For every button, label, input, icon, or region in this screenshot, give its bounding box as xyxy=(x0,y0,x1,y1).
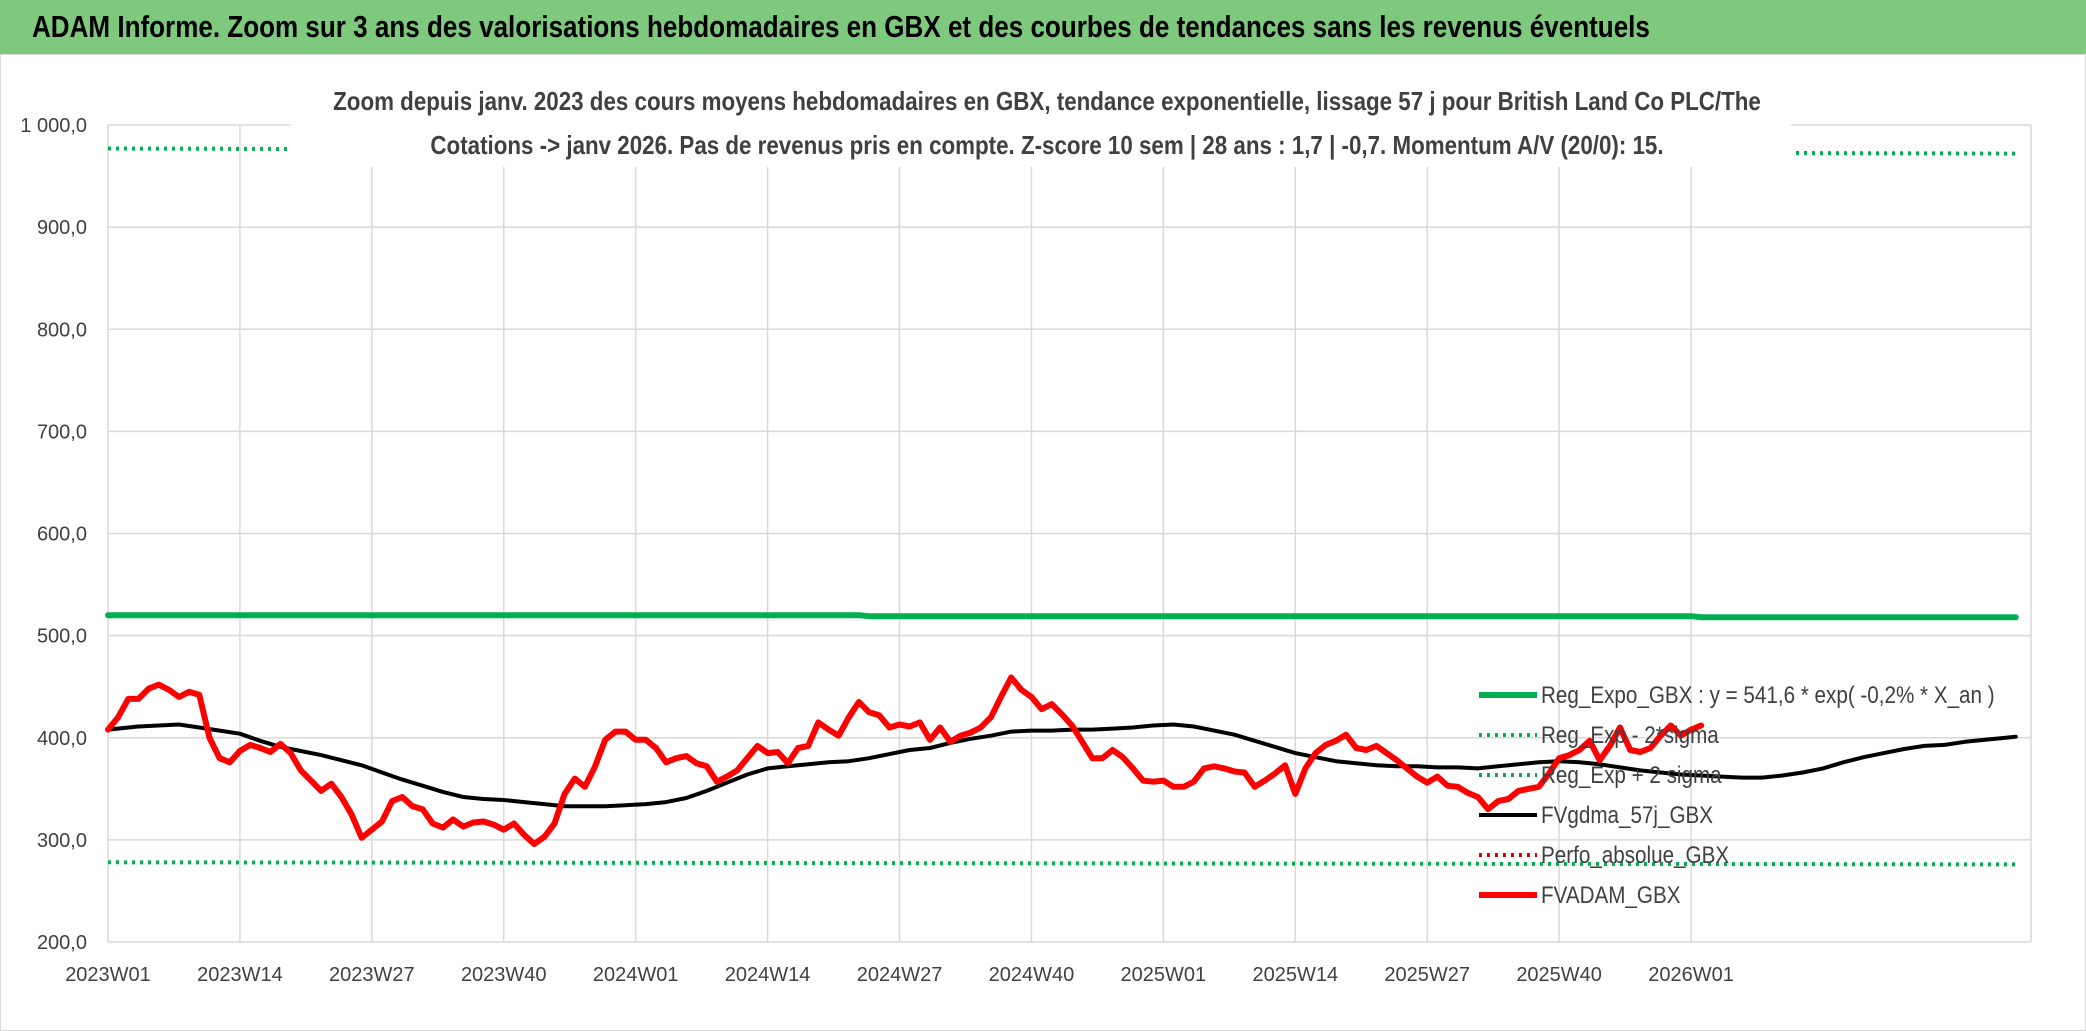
x-tick-label: 2024W14 xyxy=(725,964,811,986)
x-tick-label: 2025W14 xyxy=(1252,964,1338,986)
y-tick-label: 600,0 xyxy=(37,524,87,546)
legend-label: FVgdma_57j_GBX xyxy=(1541,802,1713,829)
legend-label: Reg_Exp - 2*sigma xyxy=(1541,722,1719,749)
y-tick-label: 200,0 xyxy=(37,932,87,954)
x-tick-label: 2025W40 xyxy=(1516,964,1602,986)
x-axis: 2023W01 2023W14 2023W27 2023W40 2024W01 2024W… xyxy=(65,964,1734,986)
y-axis: 200,0 300,0 400,0 500,0 600,0 700,0 800,0 900,0… xyxy=(20,115,87,954)
x-tick-label: 2023W01 xyxy=(65,964,151,986)
subtitle-background xyxy=(291,77,1791,167)
series-line xyxy=(105,674,1705,847)
y-tick-label: 400,0 xyxy=(37,728,87,750)
legend-label: FVADAM_GBX xyxy=(1541,882,1681,909)
legend-label: Reg_Exp + 2 sigma xyxy=(1541,762,1722,789)
y-tick-label: 900,0 xyxy=(37,217,87,239)
x-tick-label: 2026W01 xyxy=(1648,964,1734,986)
gridlines xyxy=(107,124,2032,943)
series-layer xyxy=(105,146,2019,867)
chart-area: 200,0 300,0 400,0 500,0 600,0 700,0 800,0 900,0… xyxy=(0,54,2086,1031)
legend-label: Perfo_absolue_GBX xyxy=(1541,842,1729,869)
x-tick-label: 2024W40 xyxy=(989,964,1075,986)
x-tick-label: 2025W01 xyxy=(1121,964,1207,986)
series-line xyxy=(105,612,2019,621)
chart-legend: Reg_Expo_GBX : y = 541,6 * exp( -0,2% * … xyxy=(1479,682,1995,909)
subtitle-line: Cotations -> janv 2026. Pas de revenus p… xyxy=(430,131,1663,160)
x-tick-label: 2024W27 xyxy=(857,964,943,986)
y-tick-label: 800,0 xyxy=(37,319,87,341)
y-tick-label: 500,0 xyxy=(37,626,87,648)
y-tick-label: 700,0 xyxy=(37,421,87,443)
series-line xyxy=(106,722,2018,809)
y-tick-label: 1 000,0 xyxy=(20,115,87,137)
x-tick-label: 2023W40 xyxy=(461,964,547,986)
y-tick-label: 300,0 xyxy=(37,830,87,852)
subtitle-line: Zoom depuis janv. 2023 des cours moyens … xyxy=(333,87,1761,116)
x-tick-label: 2025W27 xyxy=(1384,964,1470,986)
chart-subtitle: Zoom depuis janv. 2023 des cours moyens … xyxy=(291,77,1791,167)
series-line xyxy=(107,860,2016,867)
line-chart: 200,0 300,0 400,0 500,0 600,0 700,0 800,0 900,0… xyxy=(20,77,2032,986)
chart-banner: ADAM Informe. Zoom sur 3 ans des valoris… xyxy=(0,0,2086,55)
banner-title: ADAM Informe. Zoom sur 3 ans des valoris… xyxy=(32,9,1650,44)
x-tick-label: 2023W14 xyxy=(197,964,283,986)
legend-label: Reg_Expo_GBX : y = 541,6 * exp( -0,2% * … xyxy=(1541,682,1995,709)
x-tick-label: 2024W01 xyxy=(593,964,679,986)
x-tick-label: 2023W27 xyxy=(329,964,415,986)
